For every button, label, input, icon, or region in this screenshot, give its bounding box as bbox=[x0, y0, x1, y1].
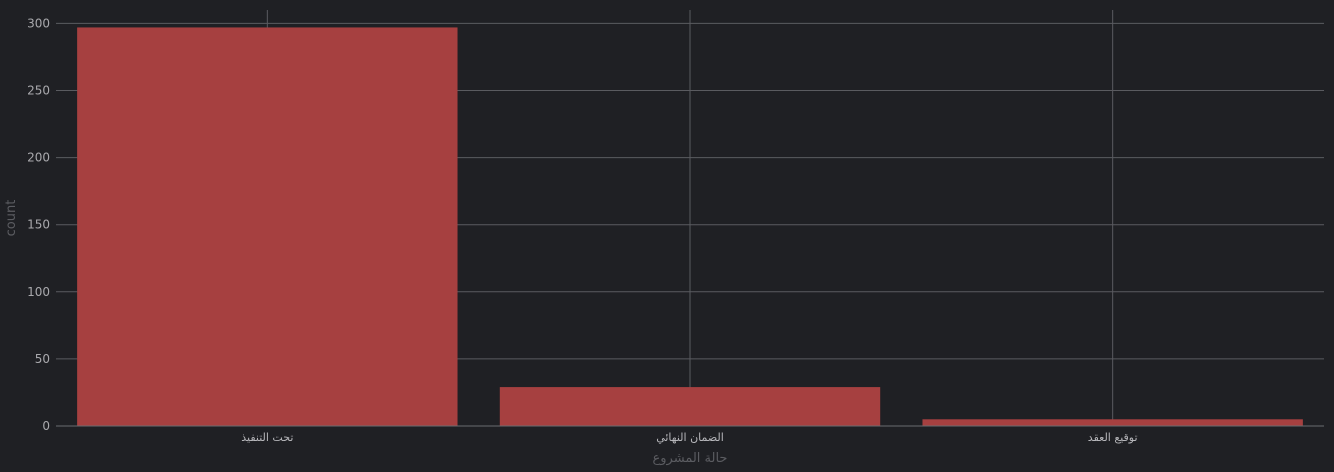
y-tick-label: 0 bbox=[42, 419, 50, 433]
y-tick-label: 300 bbox=[27, 16, 50, 30]
x-axis-title: حالة المشروع bbox=[653, 451, 728, 466]
y-tick-labels: 0 50 100 150 200 250 300 bbox=[27, 16, 50, 433]
y-tick-label: 250 bbox=[27, 84, 50, 98]
x-tick-label: تحت التنفيذ bbox=[241, 431, 293, 444]
bar[interactable] bbox=[922, 419, 1303, 426]
y-axis-title: count bbox=[4, 200, 19, 237]
bars bbox=[77, 27, 1303, 427]
y-tick-label: 100 bbox=[27, 285, 50, 299]
x-tick-labels: تحت التنفيذ الضمان النهائي توقيع العقد bbox=[241, 431, 1137, 444]
bar[interactable] bbox=[77, 27, 458, 427]
y-tick-label: 50 bbox=[35, 352, 50, 366]
bar[interactable] bbox=[499, 387, 881, 426]
y-tick-label: 200 bbox=[27, 151, 50, 165]
x-tick-label: الضمان النهائي bbox=[656, 431, 724, 444]
x-tick-label: توقيع العقد bbox=[1088, 431, 1138, 444]
y-tick-label: 150 bbox=[27, 218, 50, 232]
